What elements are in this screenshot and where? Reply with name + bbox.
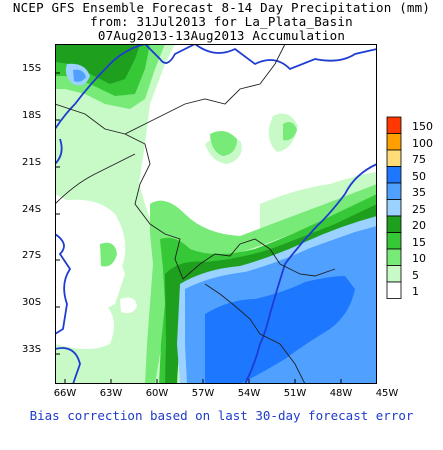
country-borders [55, 44, 336, 384]
legend-swatch [386, 133, 402, 151]
legend-swatch [386, 265, 402, 283]
legend-level-label: 75 [412, 153, 426, 166]
lon-label-60w: 60W [145, 388, 169, 399]
legend-swatch [386, 199, 402, 217]
legend-swatch [386, 182, 402, 200]
precipitation-map [55, 44, 377, 384]
legend-swatch [386, 281, 402, 299]
precip-15-20mm-areas [55, 44, 377, 384]
lon-label-45w: 45W [375, 388, 399, 399]
lat-label-24s: 24S [22, 204, 42, 215]
legend-swatch [386, 215, 402, 233]
lat-label-33s: 33S [22, 344, 42, 355]
lat-label-18s: 18S [22, 110, 42, 121]
lat-label-15s: 15S [22, 63, 42, 74]
legend-level-label: 50 [412, 169, 426, 183]
lon-label-51w: 51W [283, 388, 307, 399]
precip-35-50mm-areas [205, 276, 355, 384]
lon-label-66w: 66W [53, 388, 77, 399]
legend-level-label: 15 [412, 235, 426, 249]
legend-swatch [386, 248, 402, 266]
legend-level-label: 1 [412, 285, 419, 298]
legend-level-label: 10 [412, 252, 426, 265]
map-title-line-3: 07Aug2013-13Aug2013 Accumulation [97, 28, 346, 43]
lon-label-54w: 54W [237, 388, 261, 399]
map-title-line-1: NCEP GFS Ensemble Forecast 8-14 Day Prec… [12, 0, 431, 15]
lon-label-63w: 63W [99, 388, 123, 399]
legend-level-label: 20 [412, 219, 426, 232]
legend-level-label: 25 [412, 202, 426, 216]
legend-level-label: 35 [412, 186, 426, 199]
legend-swatch [386, 232, 402, 250]
legend-level-label: 150 [412, 120, 433, 133]
lat-label-27s: 27S [22, 250, 42, 261]
legend-swatch [386, 116, 402, 134]
lat-label-30s: 30S [22, 297, 42, 308]
map-title-line-2: from: 31Jul2013 for La_Plata_Basin [90, 14, 353, 29]
lat-label-21s: 21S [22, 157, 42, 168]
axis-ticks [55, 72, 342, 384]
lon-label-57w: 57W [191, 388, 215, 399]
legend-swatch [386, 166, 402, 184]
la-plata-basin-outline [55, 44, 377, 384]
legend-swatch [386, 149, 402, 167]
legend-level-label: 5 [412, 268, 419, 282]
lon-label-48w: 48W [329, 388, 353, 399]
legend-level-label: 100 [412, 136, 433, 150]
bias-correction-note: Bias correction based on last 30-day for… [29, 408, 414, 423]
precip-legend [386, 116, 402, 299]
